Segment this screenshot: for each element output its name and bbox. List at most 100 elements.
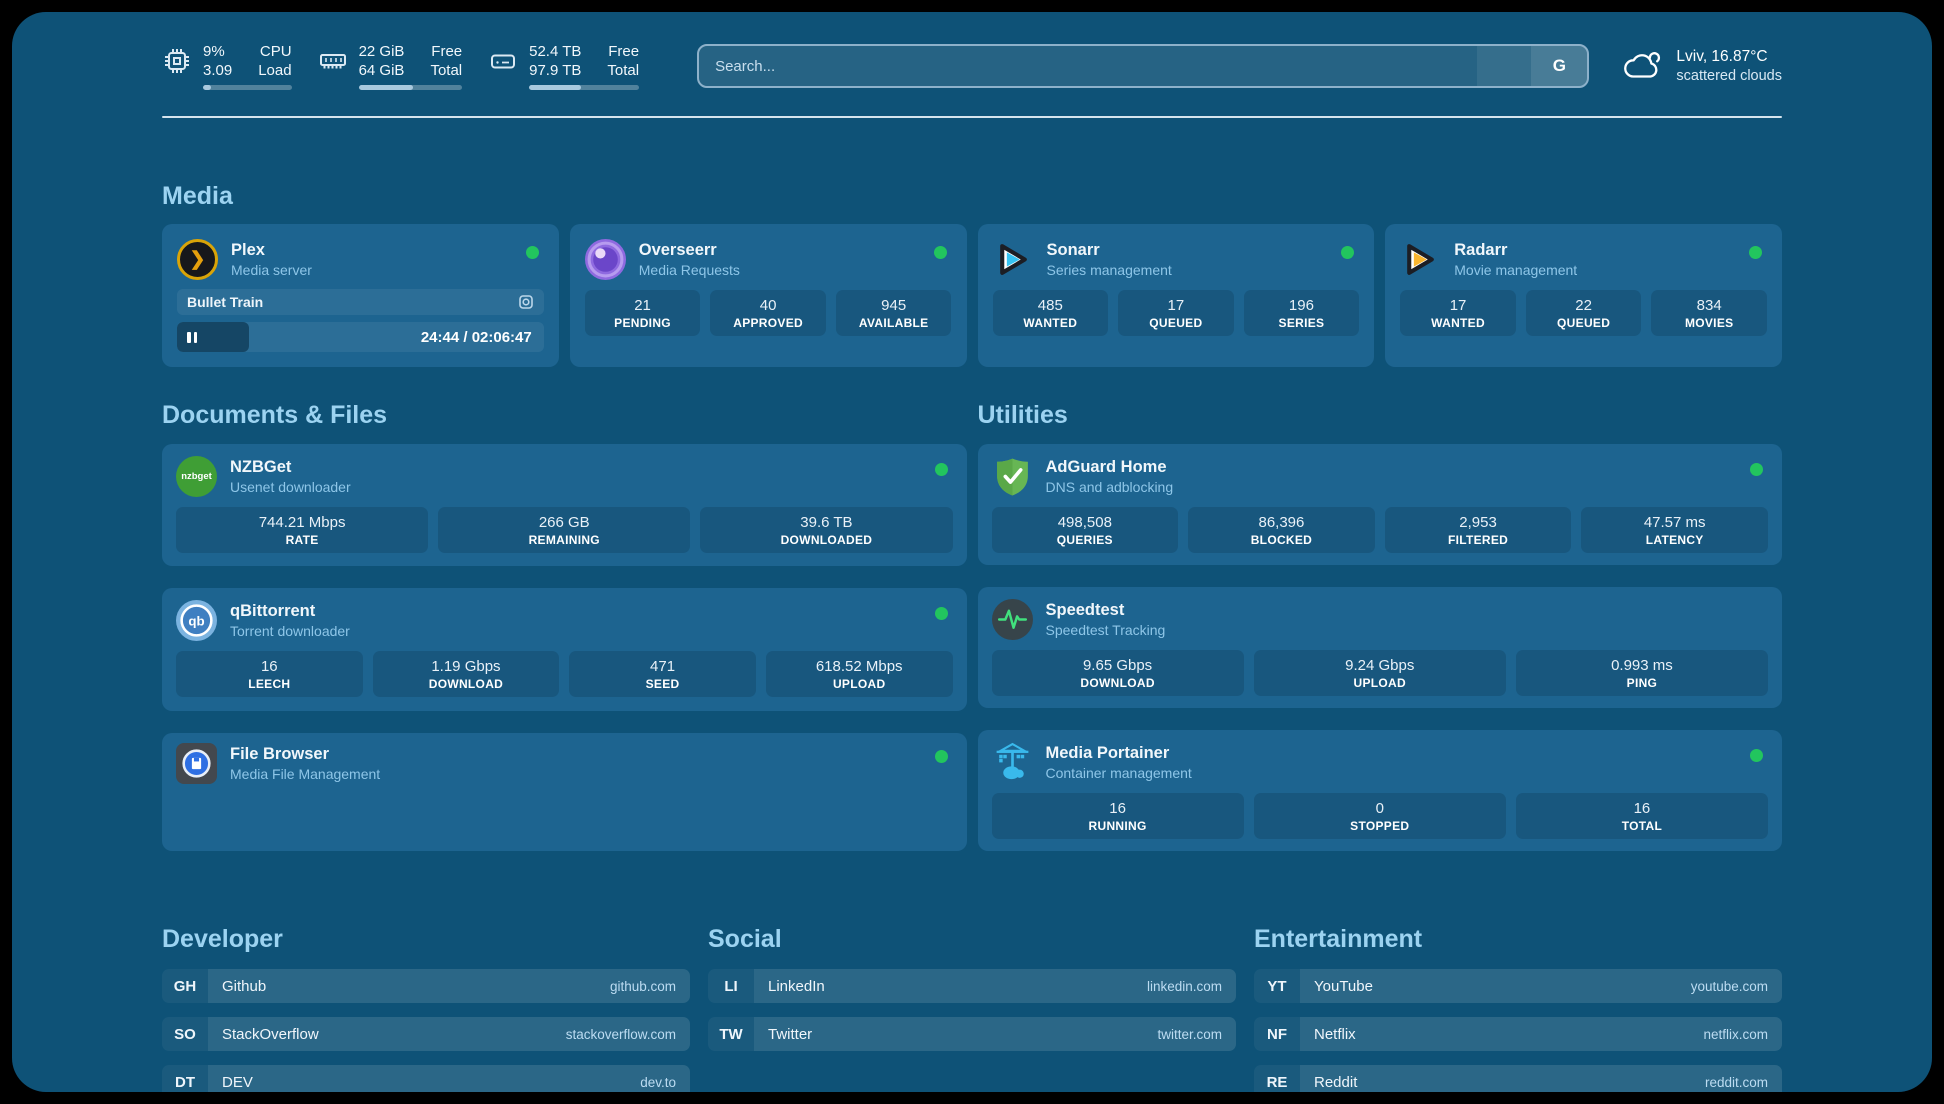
- card-filebrowser[interactable]: File Browser Media File Management: [162, 732, 967, 851]
- topbar-divider: [162, 116, 1782, 118]
- disk-total-label: Total: [607, 62, 640, 79]
- bookmark-netflix[interactable]: NF Netflix netflix.com: [1254, 1017, 1782, 1051]
- stat-running: 16 RUNNING: [991, 793, 1244, 839]
- bookmarks-row: Developer GH Github github.com SO StackO…: [162, 925, 1782, 1092]
- now-playing-title: Bullet Train: [187, 294, 264, 310]
- section-title-social: Social: [708, 925, 782, 953]
- card-radarr[interactable]: Radarr Movie management 17 WANTED 22 QUE…: [1385, 224, 1782, 367]
- dashboard: 9% 3.09 CPU Load: [12, 12, 1932, 1092]
- card-speedtest[interactable]: Speedtest Speedtest Tracking 9.65 Gbps D…: [977, 587, 1782, 708]
- bookmark-github[interactable]: GH Github github.com: [162, 969, 690, 1003]
- card-title: NZBGet: [230, 458, 292, 476]
- card-sonarr[interactable]: Sonarr Series management 485 WANTED 17 Q…: [977, 224, 1375, 367]
- stat-latency: 47.57 ms LATENCY: [1581, 507, 1768, 553]
- search-input[interactable]: [699, 46, 1478, 86]
- card-adguard[interactable]: AdGuard Home DNS and adblocking 498,508 …: [977, 444, 1782, 565]
- card-title: File Browser: [230, 744, 330, 763]
- card-title: Overseerr: [638, 241, 717, 259]
- disk-icon: [491, 54, 516, 69]
- memory-free-label: Free: [431, 43, 463, 60]
- radarr-icon: [1400, 239, 1441, 280]
- section-title-utilities: Utilities: [977, 401, 1068, 429]
- svg-text:qb: qb: [188, 614, 204, 629]
- card-qbittorrent[interactable]: qb qBittorrent Torrent downloader 16 LEE…: [162, 588, 967, 711]
- card-subtitle: Series management: [1046, 262, 1172, 278]
- bookmark-twitter[interactable]: TW Twitter twitter.com: [708, 1017, 1236, 1051]
- section-title-documents: Documents & Files: [162, 401, 388, 429]
- stat-blocked: 86,396 BLOCKED: [1188, 507, 1375, 553]
- stat-queued: 22 QUEUED: [1525, 290, 1642, 336]
- disk-free: 52.4 TB: [529, 43, 582, 60]
- search-engine-button[interactable]: G: [1531, 46, 1588, 86]
- disk-widget: 52.4 TB 97.9 TB Free Total: [488, 42, 640, 90]
- bookmark-stackoverflow[interactable]: SO StackOverflow stackoverflow.com: [162, 1017, 690, 1051]
- bookmark-group-developer: Developer GH Github github.com SO StackO…: [162, 925, 690, 1092]
- card-plex[interactable]: Plex Media server Bullet Train 24:44 / 0…: [162, 224, 559, 367]
- stat-queued: 17 QUEUED: [1118, 290, 1234, 336]
- sonarr-icon: [993, 239, 1034, 280]
- disk-total: 97.9 TB: [529, 62, 582, 79]
- speedtest-icon: [991, 599, 1033, 640]
- disk-progressbar: [529, 85, 640, 90]
- cpu-load-label: Load: [258, 62, 292, 79]
- cpu-label: CPU: [259, 43, 292, 60]
- overseerr-icon: [584, 239, 626, 280]
- nzbget-icon: nzbget: [176, 456, 217, 497]
- card-title: Radarr: [1454, 241, 1508, 259]
- status-dot: [933, 246, 947, 259]
- stat-wanted: 485 WANTED: [992, 290, 1109, 336]
- stat-seed: 471 SEED: [569, 651, 756, 698]
- stat-download: 9.65 Gbps DOWNLOAD: [991, 650, 1244, 696]
- card-subtitle: Media server: [231, 262, 312, 278]
- card-nzbget[interactable]: nzbget NZBGet Usenet downloader 744.21 M…: [162, 444, 967, 567]
- card-title: Plex: [231, 241, 265, 259]
- stat-downloaded: 39.6 TB DOWNLOADED: [700, 507, 953, 553]
- bookmark-group-entertainment: Entertainment YT YouTube youtube.com NF …: [1254, 925, 1782, 1092]
- stat-wanted: 17 WANTED: [1400, 290, 1516, 336]
- stat-movies: 834 MOVIES: [1651, 290, 1767, 336]
- cpu-loadavg: 3.09: [203, 62, 233, 79]
- utilities-column: Utilities AdGuard Home DNS and adblockin…: [977, 373, 1782, 851]
- bookmark-youtube[interactable]: YT YouTube youtube.com: [1254, 969, 1782, 1003]
- stat-upload: 9.24 Gbps UPLOAD: [1253, 650, 1506, 696]
- card-subtitle: DNS and adblocking: [1045, 479, 1174, 495]
- card-title: Sonarr: [1046, 241, 1100, 259]
- memory-icon: [319, 54, 346, 69]
- status-dot: [1750, 749, 1763, 762]
- disk-free-label: Free: [608, 43, 640, 60]
- card-portainer[interactable]: Media Portainer Container management 16 …: [977, 730, 1782, 851]
- card-subtitle: Media Requests: [638, 262, 740, 278]
- scattered-clouds-icon: [1624, 52, 1661, 78]
- player-bar[interactable]: 24:44 / 02:06:47: [177, 322, 544, 352]
- memory-total: 64 GiB: [358, 62, 405, 79]
- card-overseerr[interactable]: Overseerr Media Requests 21 PENDING 40 A…: [569, 224, 967, 367]
- memory-widget: 22 GiB 64 GiB Free Total: [318, 42, 463, 90]
- portainer-icon: [992, 742, 1033, 783]
- adguard-icon: [992, 456, 1033, 497]
- media-cards-row: Plex Media server Bullet Train 24:44 / 0…: [162, 224, 1782, 367]
- status-dot: [1749, 246, 1762, 259]
- section-title-entertainment: Entertainment: [1254, 925, 1423, 953]
- bookmark-linkedin[interactable]: LI LinkedIn linkedin.com: [708, 969, 1236, 1003]
- card-title: AdGuard Home: [1045, 458, 1167, 476]
- weather-location: Lviv, 16.87°C: [1676, 47, 1768, 65]
- stat-download: 1.19 Gbps DOWNLOAD: [372, 651, 560, 698]
- memory-progressbar: [358, 85, 463, 90]
- bookmark-reddit[interactable]: RE Reddit reddit.com: [1254, 1065, 1782, 1092]
- documents-column: Documents & Files nzbget NZBGet Usenet d…: [162, 373, 967, 851]
- bookmark-dev[interactable]: DT DEV dev.to: [162, 1065, 690, 1092]
- status-dot: [1341, 246, 1355, 259]
- card-title: Speedtest: [1045, 601, 1125, 619]
- memory-free: 22 GiB: [358, 43, 405, 60]
- cpu-icon: [165, 49, 189, 73]
- search-engine-split: [1477, 46, 1532, 86]
- topbar: 9% 3.09 CPU Load: [162, 40, 1782, 92]
- filebrowser-icon: [176, 742, 217, 784]
- stat-upload: 618.52 Mbps UPLOAD: [765, 651, 953, 698]
- pause-button[interactable]: [187, 322, 197, 352]
- card-subtitle: Movie management: [1454, 262, 1578, 278]
- card-subtitle: Container management: [1045, 765, 1192, 781]
- stat-leech: 16 LEECH: [176, 651, 363, 698]
- section-title-media: Media: [162, 182, 233, 210]
- weather-condition: scattered clouds: [1676, 67, 1782, 84]
